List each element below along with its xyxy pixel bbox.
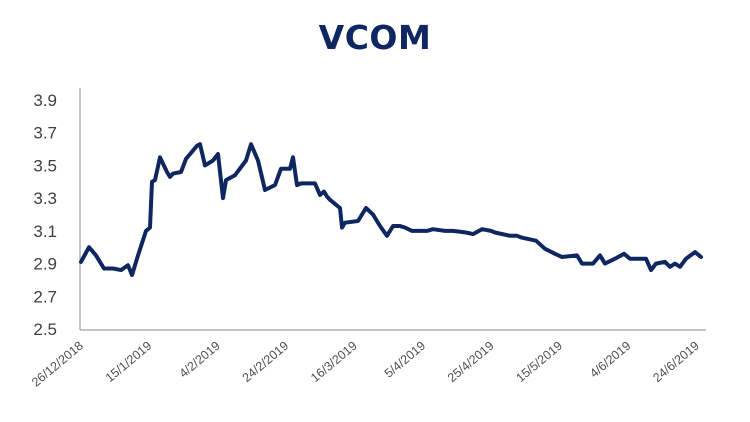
- y-tick-label: 3.3: [33, 189, 57, 208]
- x-tick-label: 26/12/2018: [29, 339, 86, 390]
- y-tick-label: 3.7: [33, 124, 57, 143]
- vcom-price-line: [79, 142, 703, 277]
- x-tick-label: 24/2/2019: [240, 339, 292, 386]
- y-tick-label: 2.5: [33, 320, 57, 339]
- x-tick-label: 24/6/2019: [650, 339, 702, 386]
- x-tick-label: 15/1/2019: [103, 339, 155, 386]
- y-tick-label: 2.9: [33, 255, 57, 274]
- chart-title: VCOM: [318, 18, 432, 57]
- y-tick-label: 3.5: [33, 156, 57, 175]
- x-tick-label: 25/4/2019: [445, 339, 497, 386]
- y-tick-label: 3.9: [33, 91, 57, 110]
- x-tick-labels: 26/12/2018 15/1/2019 4/2/2019 24/2/2019 16/3…: [29, 339, 702, 390]
- x-tick-label: 16/3/2019: [308, 339, 360, 386]
- x-tick-label: 4/2/2019: [177, 339, 223, 381]
- x-tick-label: 4/6/2019: [587, 339, 633, 381]
- y-tick-label: 2.7: [33, 287, 57, 306]
- x-tick-label: 15/5/2019: [513, 339, 565, 386]
- y-tick-label: 3.1: [33, 222, 57, 241]
- y-tick-labels: 2.5 2.7 2.9 3.1 3.3 3.5 3.7 3.9: [33, 91, 57, 339]
- x-tick-label: 5/4/2019: [382, 339, 428, 381]
